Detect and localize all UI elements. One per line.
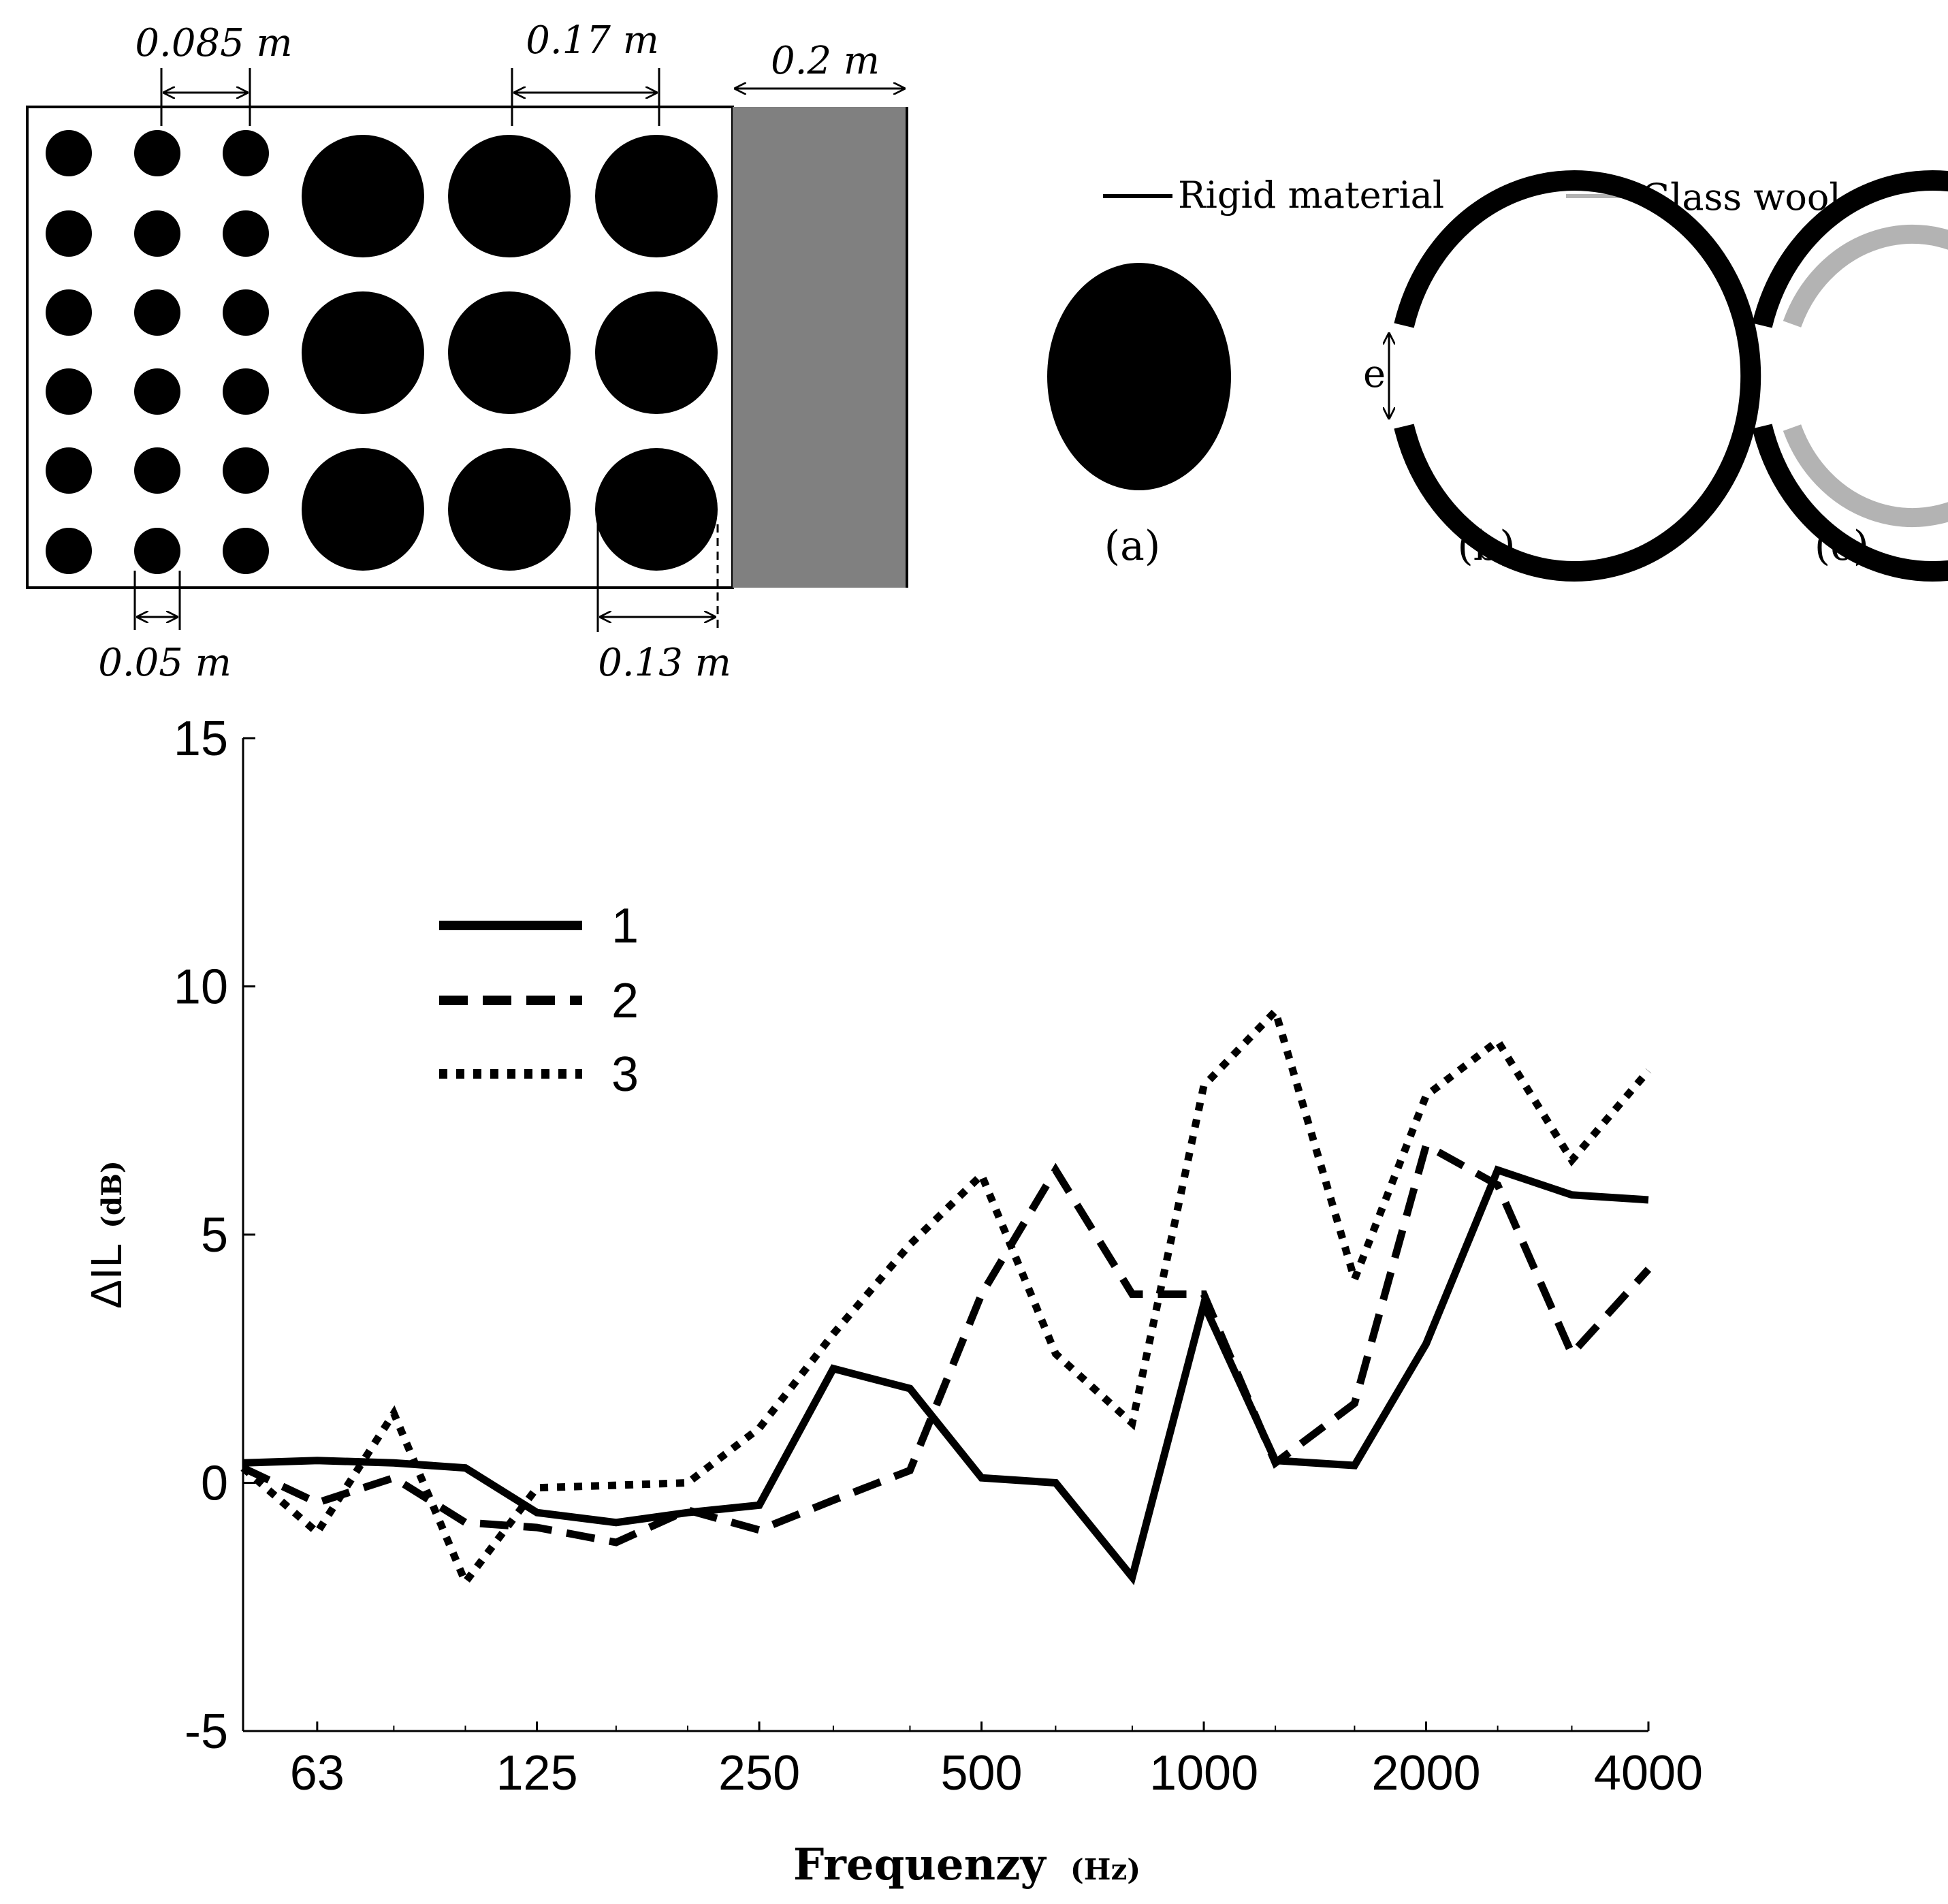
y-ticks: -5 0 5 10 15 bbox=[174, 712, 255, 1759]
legend-label-3: 3 bbox=[611, 1047, 639, 1102]
dimension-small-diameter bbox=[133, 571, 181, 630]
scatterer-glass-wool-lining bbox=[1783, 225, 1948, 527]
x-ticks: 63 125 250 500 1000 2000 4000 bbox=[290, 1721, 1703, 1800]
label-large-diameter: 0.13 m bbox=[598, 641, 731, 685]
legend: 1 2 3 bbox=[439, 899, 639, 1102]
y-tick-label: 15 bbox=[174, 712, 228, 766]
large-scatterer bbox=[302, 135, 424, 257]
y-tick-label: 5 bbox=[201, 1208, 228, 1263]
large-scatterer bbox=[448, 448, 571, 571]
small-scatterer bbox=[223, 528, 269, 574]
dimension-large-spacing bbox=[511, 68, 660, 126]
x-tick-label: 1000 bbox=[1149, 1746, 1258, 1800]
x-tick-label: 500 bbox=[940, 1746, 1022, 1800]
scatterer-solid-rigid bbox=[1047, 263, 1231, 490]
y-tick-label: -5 bbox=[185, 1704, 228, 1759]
large-scatterer bbox=[448, 135, 571, 257]
series-lines bbox=[240, 1004, 1652, 1590]
label-small-spacing: 0.085 m bbox=[135, 21, 292, 65]
small-scatterer bbox=[46, 289, 92, 336]
label-large-spacing: 0.17 m bbox=[526, 18, 659, 63]
large-scatterer-array bbox=[302, 135, 718, 571]
large-scatterer bbox=[595, 135, 718, 257]
large-scatterer bbox=[302, 448, 424, 571]
y-axis-title: ΔIL (dB) bbox=[82, 1160, 131, 1309]
large-scatterer bbox=[595, 448, 718, 571]
small-scatterer bbox=[134, 130, 180, 176]
x-tick-label: 250 bbox=[718, 1746, 800, 1800]
y-tick-label: 10 bbox=[174, 960, 228, 1015]
x-axis-unit: (Hz) bbox=[1070, 1853, 1140, 1886]
scatterer-types-panel: Rigid material Glass wool e (a) (b) (c) bbox=[1047, 170, 1948, 582]
svg-text:ΔIL (dB): ΔIL (dB) bbox=[82, 1160, 131, 1309]
chart: 63 125 250 500 1000 2000 4000 -5 0 5 10 15 Frequen… bbox=[82, 712, 1703, 1890]
small-scatterer bbox=[134, 289, 180, 336]
x-axis-title: Frequenzy (Hz) bbox=[793, 1839, 1140, 1890]
large-scatterer bbox=[448, 291, 571, 414]
x-tick-label: 2000 bbox=[1371, 1746, 1480, 1800]
x-tick-label: 63 bbox=[290, 1746, 345, 1800]
caption-b: (b) bbox=[1457, 522, 1515, 570]
opening-label: e bbox=[1363, 352, 1386, 396]
large-scatterer bbox=[302, 291, 424, 414]
label-barrier-width: 0.2 m bbox=[771, 39, 880, 83]
small-scatterer bbox=[46, 210, 92, 257]
small-scatterer bbox=[46, 130, 92, 176]
small-scatterer bbox=[223, 447, 269, 494]
small-scatterer-array bbox=[46, 130, 269, 574]
legend-label-2: 2 bbox=[611, 974, 639, 1028]
small-scatterer bbox=[46, 447, 92, 494]
small-scatterer bbox=[223, 130, 269, 176]
small-scatterer bbox=[134, 447, 180, 494]
small-scatterer bbox=[46, 528, 92, 574]
geometry-panel: 0.085 m 0.17 m 0.2 m 0.05 m 0.13 m bbox=[26, 18, 908, 685]
scatterer-split-ring-rigid bbox=[1752, 170, 1948, 582]
x-tick-label: 125 bbox=[496, 1746, 578, 1800]
barrier-block bbox=[733, 107, 907, 588]
dimension-small-spacing bbox=[160, 68, 251, 126]
scatterer-split-ring bbox=[1394, 170, 1761, 582]
series-line-3 bbox=[240, 1004, 1652, 1590]
small-scatterer bbox=[134, 368, 180, 415]
legend-label-rigid: Rigid material bbox=[1178, 174, 1444, 217]
series-line-1 bbox=[242, 1165, 1649, 1585]
small-scatterer bbox=[134, 528, 180, 574]
x-axis-label: Frequenzy bbox=[793, 1839, 1047, 1890]
small-scatterer bbox=[46, 368, 92, 415]
legend-label-1: 1 bbox=[611, 899, 639, 953]
caption-c: (c) bbox=[1815, 522, 1869, 570]
small-scatterer bbox=[223, 289, 269, 336]
small-scatterer bbox=[134, 210, 180, 257]
small-scatterer bbox=[223, 368, 269, 415]
y-axis-unit: (dB) bbox=[96, 1160, 128, 1228]
dimension-large-diameter bbox=[596, 524, 719, 632]
y-tick-label: 0 bbox=[201, 1457, 228, 1511]
caption-a: (a) bbox=[1104, 522, 1161, 570]
small-scatterer bbox=[223, 210, 269, 257]
large-scatterer bbox=[595, 291, 718, 414]
series-line-2 bbox=[241, 1139, 1652, 1546]
x-tick-label: 4000 bbox=[1594, 1746, 1703, 1800]
y-axis-label: ΔIL bbox=[82, 1243, 131, 1309]
label-small-diameter: 0.05 m bbox=[98, 641, 231, 685]
